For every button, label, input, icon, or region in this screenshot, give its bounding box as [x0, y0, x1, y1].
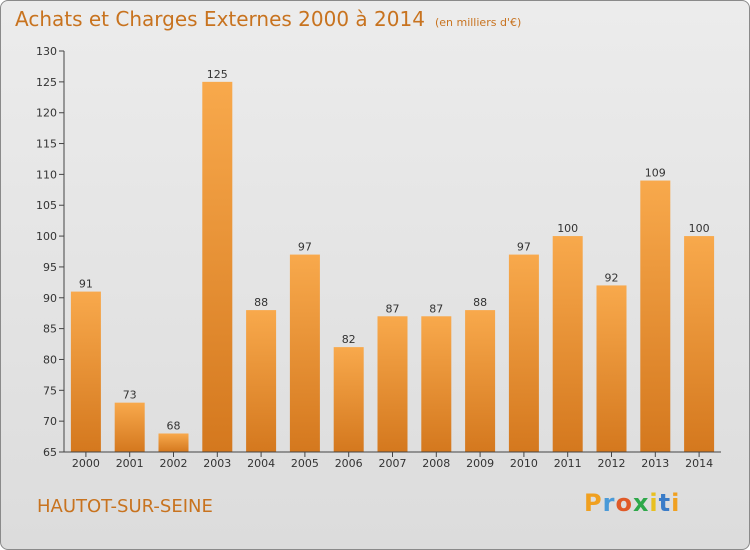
x-tick-label: 2006: [335, 457, 363, 470]
y-tick-label: 70: [43, 415, 57, 428]
x-tick-label: 2011: [554, 457, 582, 470]
bar: [202, 81, 233, 452]
data-label: 88: [254, 296, 268, 309]
data-label: 87: [429, 302, 443, 315]
bar: [421, 316, 452, 452]
data-label: 91: [79, 278, 93, 291]
x-tick-label: 2008: [422, 457, 450, 470]
x-tick-label: 2005: [291, 457, 319, 470]
logo-letter: o: [615, 489, 633, 517]
data-label: 109: [645, 167, 666, 180]
bar: [465, 310, 496, 452]
y-tick-label: 90: [43, 292, 57, 305]
data-label: 92: [605, 271, 619, 284]
y-tick-label: 125: [36, 76, 57, 89]
bar: [552, 236, 583, 452]
chart-unit: (en milliers d'€): [434, 16, 522, 29]
x-tick-label: 2000: [72, 457, 100, 470]
data-label: 73: [123, 389, 137, 402]
bar: [684, 236, 715, 452]
data-label: 87: [386, 302, 400, 315]
data-label: 97: [517, 241, 531, 254]
bar: [289, 254, 320, 452]
logo-letter: P: [584, 489, 603, 517]
bar: [333, 347, 364, 452]
x-tick-label: 2004: [247, 457, 275, 470]
logo-letter: i: [649, 489, 659, 517]
x-axis: 2000 2001 2002 2003 2004 2005 2006 2007 2008 2009…: [64, 451, 721, 470]
y-tick-label: 85: [43, 323, 57, 336]
bar: [377, 316, 408, 452]
bar: [508, 254, 539, 452]
commune-name: HAUTOT-SUR-SEINE: [37, 496, 213, 517]
data-label: 97: [298, 241, 312, 254]
logo-letter: r: [602, 489, 616, 517]
bar: [640, 180, 671, 453]
x-tick-label: 2013: [641, 457, 669, 470]
data-label: 100: [557, 222, 578, 235]
x-tick-label: 2003: [203, 457, 231, 470]
y-tick-label: 105: [36, 199, 57, 212]
y-tick-label: 130: [36, 45, 57, 58]
data-label: 82: [342, 333, 356, 346]
bar: [70, 291, 101, 452]
y-tick-label: 95: [43, 261, 57, 274]
chart-title: Achats et Charges Externes 2000 à 2014 (e…: [15, 7, 521, 31]
y-tick-label: 80: [43, 353, 57, 366]
x-tick-label: 2012: [598, 457, 626, 470]
y-tick-label: 115: [36, 138, 57, 151]
y-tick-label: 110: [36, 168, 57, 181]
bar: [114, 402, 145, 452]
y-tick-label: 75: [43, 384, 57, 397]
logo-letter: x: [632, 489, 650, 517]
bar: [596, 285, 627, 452]
y-tick-label: 65: [43, 446, 57, 459]
data-label: 68: [167, 419, 181, 432]
proxiti-logo: Proxiti: [584, 489, 680, 517]
y-tick-label: 120: [36, 107, 57, 120]
y-axis: 65 70 75 80 85 90 95 100 105 110 115 120 125 130: [36, 45, 65, 459]
bar: [246, 310, 277, 452]
data-label: 100: [689, 222, 710, 235]
x-tick-label: 2007: [379, 457, 407, 470]
x-tick-label: 2014: [685, 457, 713, 470]
bar: [158, 433, 189, 452]
logo-letter: t: [658, 489, 672, 517]
data-label: 88: [473, 296, 487, 309]
logo-letter: i: [671, 489, 681, 517]
x-tick-label: 2009: [466, 457, 494, 470]
bars: 91 73 68 125 88 97 82 87 87 88 97 100 92 109 100: [70, 68, 715, 453]
x-tick-label: 2001: [116, 457, 144, 470]
y-tick-label: 100: [36, 230, 57, 243]
x-tick-label: 2002: [160, 457, 188, 470]
chart-title-text: Achats et Charges Externes 2000 à 2014: [15, 7, 425, 31]
x-tick-label: 2010: [510, 457, 538, 470]
data-label: 125: [207, 68, 228, 81]
